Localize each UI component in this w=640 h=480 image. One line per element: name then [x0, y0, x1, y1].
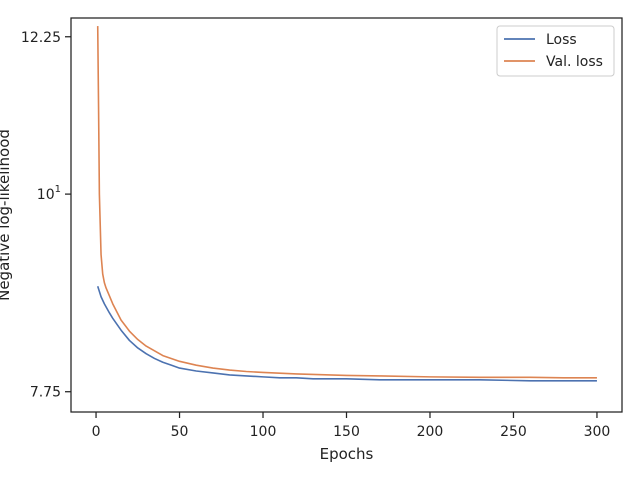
plot-frame — [70, 17, 623, 413]
series-line-1 — [96, 26, 597, 379]
x-tick-label: 250 — [500, 424, 527, 440]
y-axis: 7.75 101 12.25 — [21, 30, 71, 401]
x-tick-label: 50 — [171, 424, 189, 440]
y-tick-label: 12.25 — [21, 30, 61, 46]
x-tick-label: 150 — [333, 424, 360, 440]
legend-label: Val. loss — [546, 54, 603, 70]
x-tick-label: 100 — [250, 424, 277, 440]
x-axis: 0 50 100 150 200 250 300 — [92, 412, 611, 440]
series-line-0 — [96, 285, 597, 382]
y-axis-label: Negative log-likelihood — [0, 129, 13, 301]
x-tick-label: 0 — [92, 424, 101, 440]
plot-lines — [96, 26, 597, 382]
y-tick-label: 101 — [37, 184, 61, 203]
x-axis-label: Epochs — [320, 445, 374, 463]
y-tick-label: 7.75 — [30, 385, 61, 401]
x-tick-label: 200 — [417, 424, 444, 440]
legend: Loss Val. loss — [496, 25, 615, 77]
x-tick-label: 300 — [584, 424, 611, 440]
legend-label: Loss — [546, 32, 577, 48]
